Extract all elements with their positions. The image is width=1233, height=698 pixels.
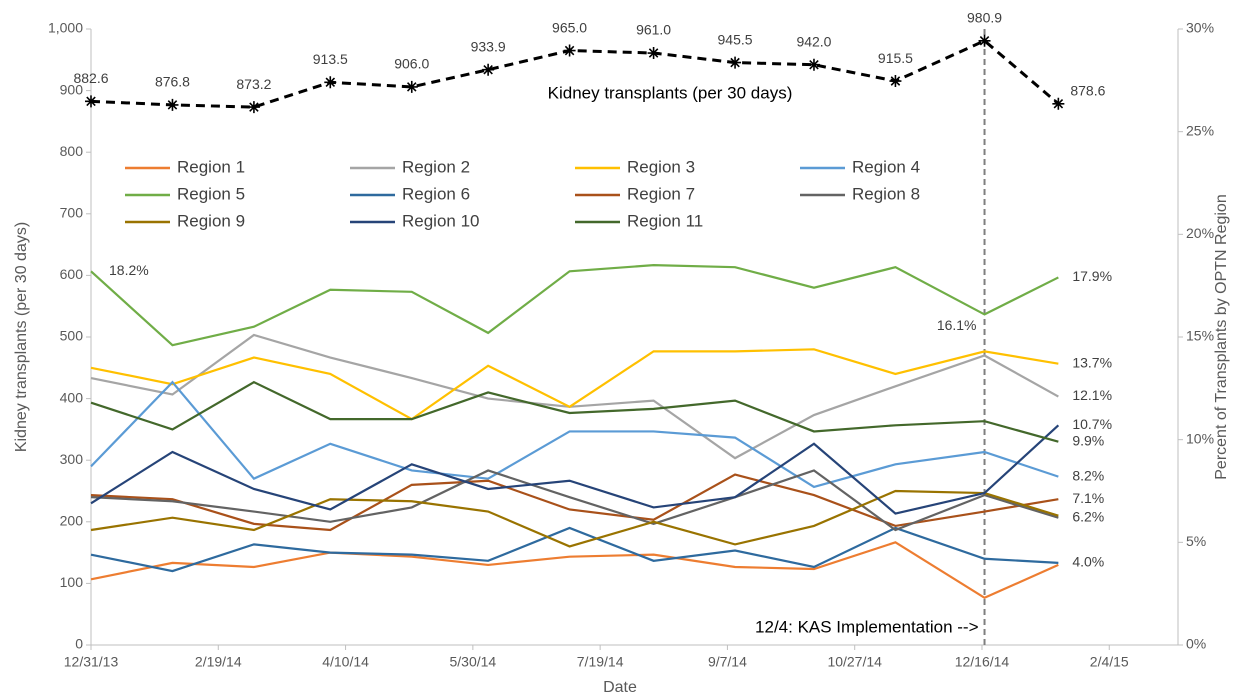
legend-label: Region 7 bbox=[627, 184, 695, 203]
y-tick-label: 600 bbox=[60, 266, 84, 282]
data-label: 913.5 bbox=[313, 51, 348, 67]
point-marker bbox=[1052, 97, 1065, 110]
x-tick-label: 7/19/14 bbox=[577, 654, 624, 670]
data-label: 945.5 bbox=[718, 31, 753, 47]
y-tick-label: 400 bbox=[60, 389, 84, 405]
point-marker bbox=[889, 75, 902, 88]
x-tick-label: 2/19/14 bbox=[195, 654, 242, 670]
series-line bbox=[90, 424, 1060, 515]
data-label: 9.9% bbox=[1072, 432, 1104, 448]
data-label: 8.2% bbox=[1072, 467, 1104, 483]
data-label: 906.0 bbox=[394, 56, 429, 72]
data-label: 13.7% bbox=[1072, 354, 1112, 370]
y-tick-label: 800 bbox=[60, 143, 84, 159]
y-axis-title: Kidney transplants (per 30 days) bbox=[13, 222, 30, 452]
data-label: 7.1% bbox=[1072, 490, 1104, 506]
point-marker bbox=[647, 47, 660, 60]
series-line bbox=[90, 264, 1059, 347]
x-tick-label: 5/30/14 bbox=[449, 654, 496, 670]
y2-axis-title: Percent of Transplants by OPTN Region bbox=[1213, 194, 1230, 479]
x-tick-label: 9/7/14 bbox=[708, 654, 747, 670]
data-label: 933.9 bbox=[471, 38, 506, 54]
series-line bbox=[90, 380, 1059, 443]
y-tick-label: 1,000 bbox=[48, 20, 83, 36]
x-tick-label: 12/16/14 bbox=[955, 654, 1010, 670]
point-marker bbox=[324, 76, 337, 89]
legend-label: Region 4 bbox=[852, 157, 920, 176]
data-label: 873.2 bbox=[236, 76, 271, 92]
legend-label: Region 1 bbox=[177, 157, 245, 176]
series-line bbox=[90, 541, 1059, 600]
y-tick-label: 500 bbox=[60, 328, 84, 344]
point-marker bbox=[247, 101, 260, 114]
point-marker bbox=[166, 98, 179, 111]
y-tick-label: 100 bbox=[60, 574, 84, 590]
series-line bbox=[90, 469, 1059, 532]
y-tick-label: 700 bbox=[60, 205, 84, 221]
point-marker bbox=[85, 95, 97, 108]
legend-label: Region 10 bbox=[402, 211, 480, 230]
point-marker bbox=[405, 80, 418, 93]
point-marker bbox=[807, 58, 820, 71]
series-label: Kidney transplants (per 30 days) bbox=[548, 83, 793, 102]
data-label: 980.9 bbox=[967, 9, 1002, 25]
x-tick-label: 4/10/14 bbox=[322, 654, 369, 670]
data-label: 17.9% bbox=[1072, 268, 1112, 284]
x-axis-title: Date bbox=[603, 679, 637, 696]
legend-label: Region 2 bbox=[402, 157, 470, 176]
data-label: 876.8 bbox=[155, 74, 190, 90]
y2-tick-label: 30% bbox=[1186, 20, 1214, 36]
legend-label: Region 9 bbox=[177, 211, 245, 230]
data-label: 18.2% bbox=[109, 262, 149, 278]
data-label: 882.6 bbox=[73, 70, 108, 86]
y2-tick-label: 10% bbox=[1186, 430, 1214, 446]
y-tick-label: 200 bbox=[60, 513, 84, 529]
point-marker bbox=[729, 56, 742, 69]
point-marker bbox=[978, 34, 991, 47]
point-marker bbox=[482, 63, 495, 76]
data-label: 16.1% bbox=[937, 317, 977, 333]
x-tick-label: 2/4/15 bbox=[1090, 654, 1129, 670]
y2-tick-label: 0% bbox=[1186, 636, 1206, 652]
data-label: 915.5 bbox=[878, 50, 913, 66]
legend-label: Region 11 bbox=[627, 211, 703, 230]
y2-tick-label: 20% bbox=[1186, 225, 1214, 241]
y-tick-label: 300 bbox=[60, 451, 84, 467]
data-label: 961.0 bbox=[636, 22, 671, 38]
x-tick-label: 12/31/13 bbox=[64, 654, 119, 670]
y2-tick-label: 15% bbox=[1186, 328, 1214, 344]
series-line bbox=[90, 473, 1059, 532]
legend-label: Region 8 bbox=[852, 184, 920, 203]
legend-label: Region 6 bbox=[402, 184, 470, 203]
kas-annotation: 12/4: KAS Implementation --> bbox=[755, 617, 979, 636]
legend-label: Region 5 bbox=[177, 184, 245, 203]
y-tick-label: 0 bbox=[75, 636, 83, 652]
data-label: 942.0 bbox=[796, 33, 831, 49]
point-marker bbox=[563, 44, 576, 57]
y-tick-label: 900 bbox=[60, 81, 84, 97]
data-label: 6.2% bbox=[1072, 508, 1104, 524]
series-line bbox=[90, 489, 1059, 548]
series-line bbox=[90, 348, 1059, 421]
data-label: 10.7% bbox=[1072, 416, 1112, 432]
legend-label: Region 3 bbox=[627, 157, 695, 176]
data-label: 4.0% bbox=[1072, 554, 1104, 570]
data-label: 878.6 bbox=[1070, 82, 1105, 98]
data-label: 965.0 bbox=[552, 19, 587, 35]
series-line bbox=[90, 333, 1059, 460]
data-label: 12.1% bbox=[1072, 387, 1112, 403]
y2-tick-label: 5% bbox=[1186, 533, 1206, 549]
x-tick-label: 10/27/14 bbox=[827, 654, 882, 670]
series-line bbox=[90, 526, 1059, 573]
y2-tick-label: 25% bbox=[1186, 122, 1214, 138]
series-line bbox=[90, 380, 1059, 489]
